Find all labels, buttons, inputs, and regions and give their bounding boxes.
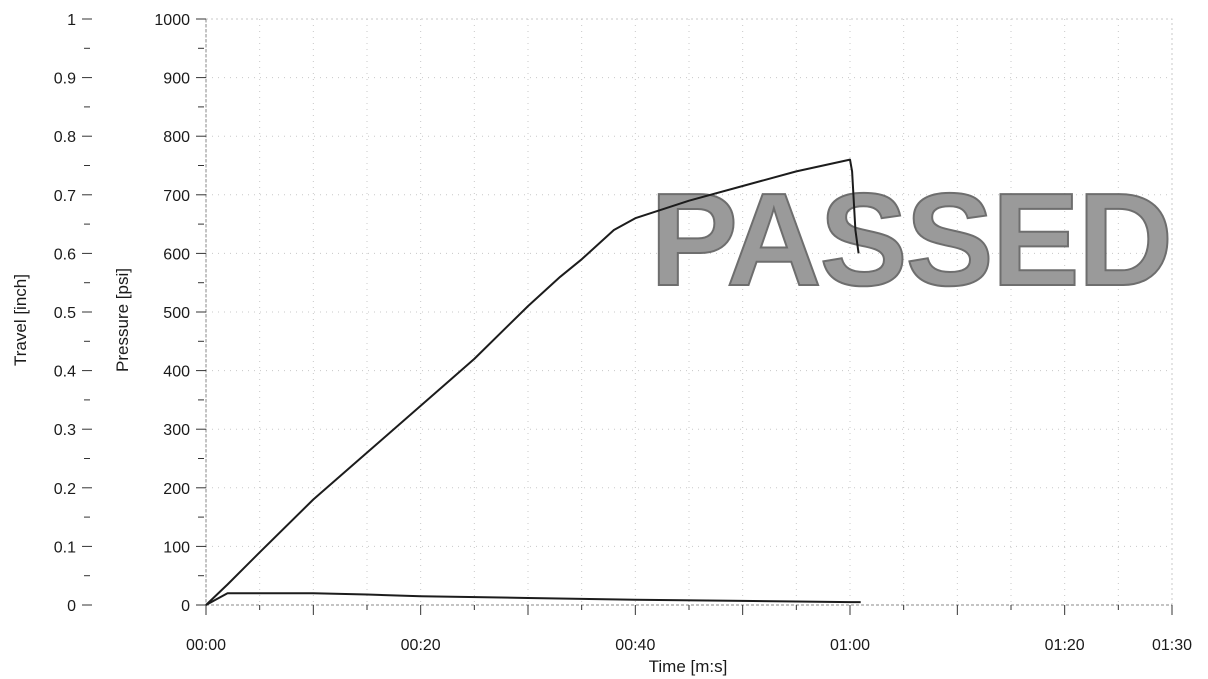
passed-stamp: PASSED xyxy=(650,166,1171,313)
pressure-tick-label: 600 xyxy=(163,246,190,263)
x-tick-label: 00:20 xyxy=(401,637,441,654)
x-tick-label: 01:30 xyxy=(1152,637,1192,654)
travel-tick-label: 0.4 xyxy=(54,364,76,381)
pressure-tick-label: 800 xyxy=(163,129,190,146)
x-tick-label: 01:20 xyxy=(1045,637,1085,654)
travel-tick-label: 0.8 xyxy=(54,129,76,146)
pressure-series-line xyxy=(205,158,860,606)
travel-series-line xyxy=(205,592,861,606)
pressure-tick-label: 700 xyxy=(163,188,190,205)
pressure-tick-label: 1000 xyxy=(154,12,190,29)
pressure-tick-label: 100 xyxy=(163,539,190,556)
travel-tick-label: 0.9 xyxy=(54,71,76,88)
travel-tick-label: 0.5 xyxy=(54,305,76,322)
grid xyxy=(206,19,1172,605)
pressure-tick-label: 200 xyxy=(163,481,190,498)
x-axis-title: Time [m:s] xyxy=(649,657,728,676)
x-tick-label: 01:00 xyxy=(830,637,870,654)
pressure-tick-label: 0 xyxy=(181,598,190,615)
x-tick-label: 00:00 xyxy=(186,637,226,654)
pressure-axis-title: Pressure [psi] xyxy=(113,268,132,372)
travel-axis-title: Travel [inch] xyxy=(11,274,30,366)
pressure-tick-label: 300 xyxy=(163,422,190,439)
pressure-tick-label: 900 xyxy=(163,71,190,88)
x-tick-label: 00:40 xyxy=(615,637,655,654)
travel-tick-label: 0.6 xyxy=(54,246,76,263)
series-lines xyxy=(205,158,861,606)
travel-tick-label: 1 xyxy=(67,12,76,29)
pressure-tick-label: 500 xyxy=(163,305,190,322)
x-axis: 00:00 00:20 00:40 01:00 01:20 01:30 xyxy=(186,605,1192,654)
pressure-tick-label: 400 xyxy=(163,364,190,381)
travel-tick-label: 0.7 xyxy=(54,188,76,205)
travel-tick-label: 0 xyxy=(67,598,76,615)
travel-tick-label: 0.3 xyxy=(54,422,76,439)
pressure-axis: 0 100 200 300 400 500 600 700 800 900 1000 xyxy=(154,12,206,615)
travel-tick-label: 0.2 xyxy=(54,481,76,498)
travel-tick-label: 0.1 xyxy=(54,539,76,556)
travel-axis: 0 0.1 0.2 0.3 0.4 0.5 0.6 0.7 0.8 0.9 1 xyxy=(54,12,92,615)
